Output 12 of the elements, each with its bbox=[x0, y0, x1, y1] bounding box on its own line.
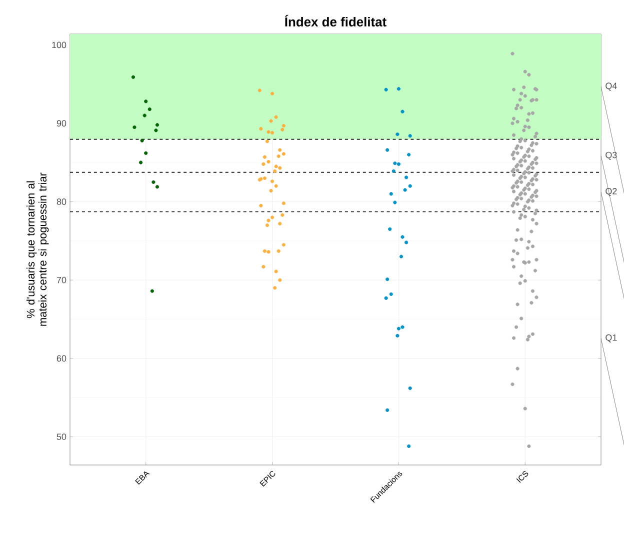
y-tick-label: 80 bbox=[56, 198, 66, 205]
chart-title: Índex de fidelitat bbox=[285, 14, 386, 27]
y-tick-label: 90 bbox=[56, 120, 66, 127]
text: Q4 bbox=[606, 82, 617, 91]
y-tick-label: 50 bbox=[56, 434, 66, 440]
y-tick-label: 100 bbox=[52, 42, 66, 48]
y-tick-label: 70 bbox=[56, 276, 66, 284]
y-tick-label: 60 bbox=[56, 355, 66, 362]
text: Q1 bbox=[606, 334, 617, 342]
text: Q3 bbox=[606, 152, 617, 160]
text: Q2 bbox=[606, 188, 617, 196]
y-axis-title: % d'usuaris que tornarien al mateix centre si poguessin triar bbox=[26, 172, 49, 326]
